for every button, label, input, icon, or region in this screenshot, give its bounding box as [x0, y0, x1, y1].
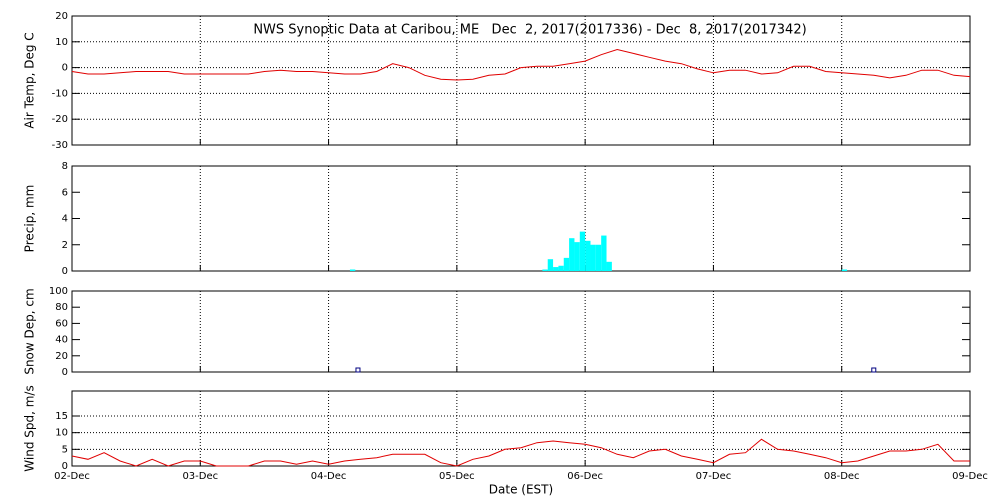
y-axis-label: Wind Spd, m/s [23, 385, 37, 471]
y-tick-label: 2 [62, 240, 68, 251]
plot-frame [71, 290, 971, 373]
precip-bar [579, 231, 586, 271]
precip-bar [590, 244, 596, 271]
x-tick-label: 05-Dec [439, 471, 475, 482]
x-tick-label: 06-Dec [567, 471, 603, 482]
y-tick-label: 20 [55, 11, 68, 22]
x-tick-label: 04-Dec [311, 471, 347, 482]
plot-frame [71, 165, 971, 272]
precip-bar [595, 244, 602, 271]
y-tick-label: 6 [62, 187, 68, 198]
y-tick-label: 20 [55, 351, 68, 362]
data-line [71, 438, 970, 467]
y-tick-label: 10 [55, 428, 68, 439]
y-tick-label: 4 [62, 214, 68, 225]
snow-marker [355, 367, 361, 373]
y-tick-label: 80 [55, 302, 68, 313]
data-line [71, 48, 971, 81]
y-axis-label: Snow Dep, cm [23, 288, 37, 374]
y-tick-label: -30 [52, 140, 68, 151]
precip-bar [553, 267, 559, 271]
precip-bar [563, 257, 570, 271]
y-tick-label: 0 [62, 461, 68, 472]
y-tick-label: 0 [62, 63, 68, 74]
x-tick-label: 03-Dec [182, 471, 218, 482]
precip-bar [558, 265, 564, 271]
precip-bar [349, 269, 356, 271]
plot-frame [71, 390, 971, 467]
y-axis-label: Precip, mm [23, 185, 37, 253]
precip-bar [585, 240, 591, 271]
y-tick-label: 0 [62, 367, 68, 378]
precip-bar [542, 269, 548, 271]
y-tick-label: 15 [55, 411, 68, 422]
x-tick-label: 09-Dec [952, 471, 988, 482]
precip-bar [606, 261, 612, 271]
chart-title: NWS Synoptic Data at Caribou, ME Dec 2, … [253, 23, 806, 38]
precip-bar [569, 238, 575, 271]
y-tick-label: 0 [62, 266, 68, 277]
x-tick-label: 02-Dec [54, 471, 90, 482]
y-tick-label: 10 [55, 37, 68, 48]
y-tick-label: -10 [52, 88, 68, 99]
precip-bar [547, 259, 554, 271]
precip-bar [574, 242, 580, 271]
y-tick-label: 100 [49, 286, 68, 297]
x-tick-label: 08-Dec [824, 471, 860, 482]
y-tick-label: 5 [62, 444, 68, 455]
y-tick-label: 8 [62, 161, 68, 172]
precip-bar [841, 269, 848, 271]
x-tick-label: 07-Dec [696, 471, 732, 482]
y-axis-label: Air Temp, Deg C [23, 32, 37, 128]
y-tick-label: 40 [55, 335, 68, 346]
snow-marker [871, 367, 877, 373]
y-tick-label: 60 [55, 318, 68, 329]
x-axis-label: Date (EST) [489, 483, 553, 497]
y-tick-label: -20 [52, 114, 68, 125]
precip-bar [601, 235, 607, 271]
plot-frame [71, 15, 971, 146]
